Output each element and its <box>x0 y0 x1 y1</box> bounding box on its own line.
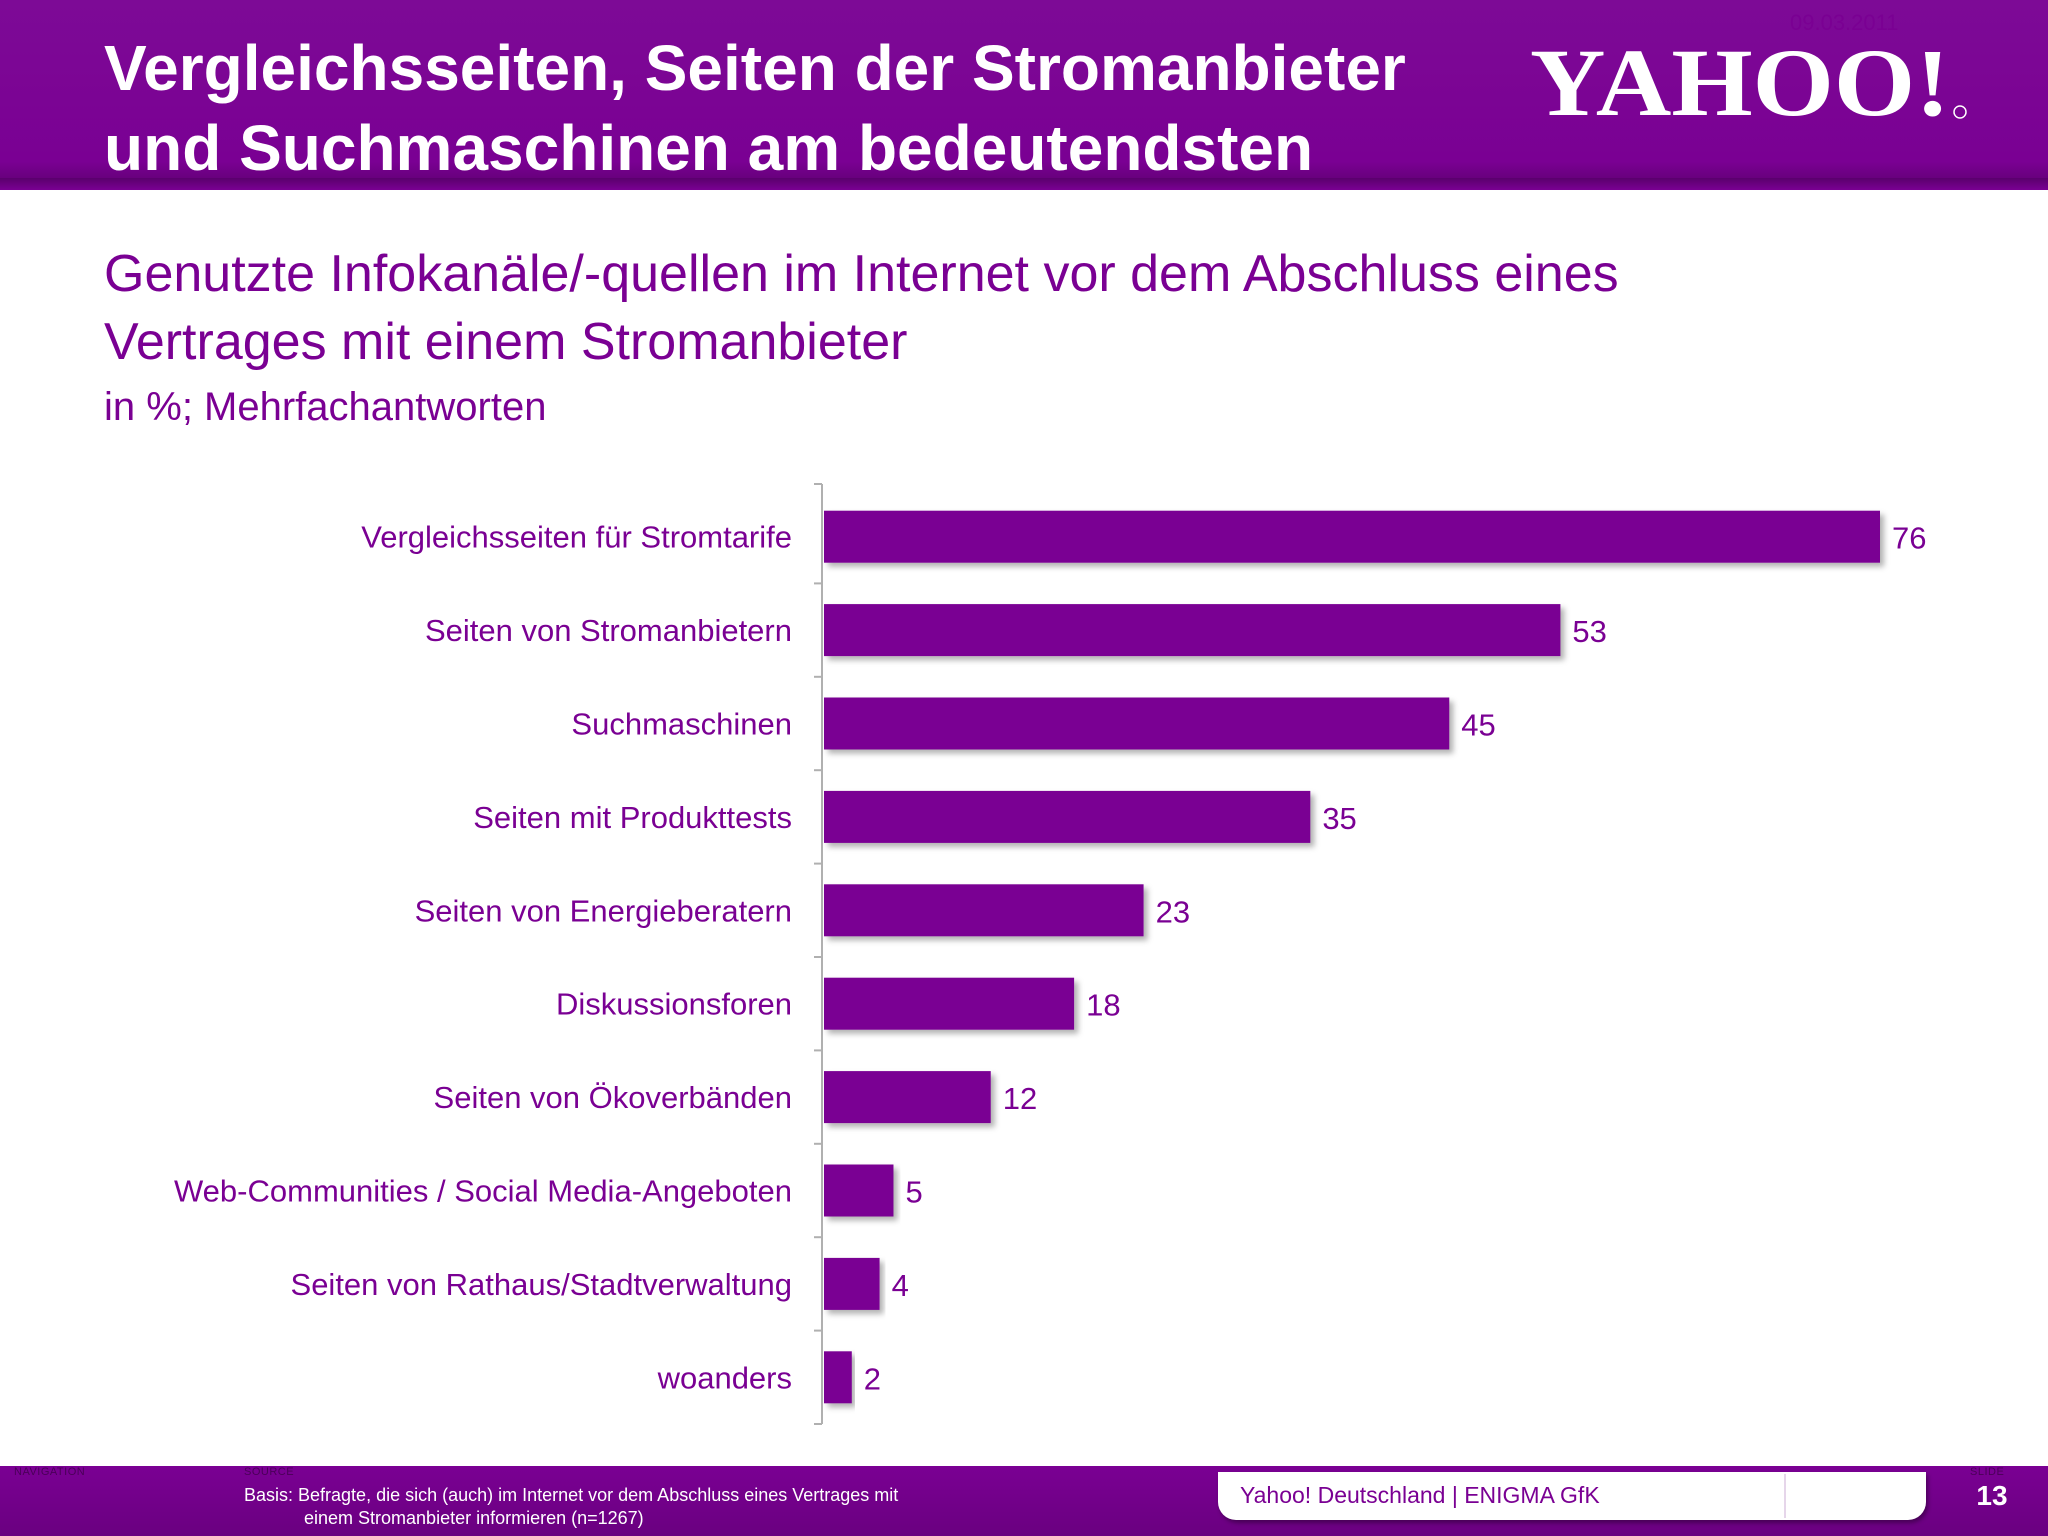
footer-company-box: Yahoo! Deutschland | ENIGMA GfK <box>1218 1472 1926 1520</box>
yahoo-logo: YAHOO! <box>1530 30 1967 136</box>
chart-subtitle: Genutzte Infokanäle/-quellen im Internet… <box>104 240 1954 438</box>
category-label: Suchmaschinen <box>571 707 792 742</box>
bar <box>824 884 1144 937</box>
header-bar <box>0 0 2048 190</box>
data-label: 35 <box>1322 801 1356 836</box>
data-label: 2 <box>864 1361 881 1396</box>
category-label: Seiten von Stromanbietern <box>425 613 792 648</box>
data-label: 45 <box>1461 708 1495 743</box>
category-label: Web-Communities / Social Media-Angeboten <box>174 1174 792 1209</box>
category-label: Seiten mit Produkttests <box>473 800 792 835</box>
bar <box>824 1257 880 1310</box>
page-title-line-2: und Suchmaschinen am bedeutendsten <box>104 112 1314 184</box>
bar <box>824 697 1450 750</box>
bar <box>824 1351 852 1404</box>
footer-divider <box>1784 1474 1786 1518</box>
category-label: Vergleichsseiten für Stromtarife <box>361 520 792 555</box>
bar <box>824 510 1880 563</box>
page-number: 13 <box>1976 1480 2008 1511</box>
data-label: 76 <box>1892 521 1926 556</box>
page-title-line-1: Vergleichsseiten, Seiten der Stromanbiet… <box>104 32 1406 104</box>
header-divider <box>0 178 2048 190</box>
bar <box>824 790 1311 843</box>
data-label: 23 <box>1156 894 1190 929</box>
basis-line-2: einem Stromanbieter informieren (n=1267) <box>304 1508 644 1528</box>
bar <box>824 977 1075 1030</box>
category-label: Seiten von Ökoverbänden <box>434 1080 792 1115</box>
bar <box>824 1071 991 1124</box>
footer-company: Yahoo! Deutschland | ENIGMA GfK <box>1240 1482 1600 1508</box>
chart-unit-note: in %; Mehrfachantworten <box>104 385 547 429</box>
data-label: 18 <box>1086 988 1120 1023</box>
chart-subtitle-line-1: Genutzte Infokanäle/-quellen im Internet… <box>104 245 1619 303</box>
data-label: 53 <box>1572 614 1606 649</box>
yahoo-logo-text: YAHOO! <box>1530 30 1950 136</box>
footer-date: 09.03.2011 <box>1790 10 1899 35</box>
footer-navigation-label: NAVIGATION <box>14 1466 86 1478</box>
data-label: 4 <box>892 1268 909 1303</box>
page-title: Vergleichsseiten, Seiten der Stromanbiet… <box>104 28 1534 188</box>
basis-line-1: Basis: Befragte, die sich (auch) im Inte… <box>244 1485 899 1505</box>
bar-chart: Vergleichsseiten für Stromtarife 76 Seiten… <box>174 483 1926 1425</box>
footer-slide-label: SLIDE <box>1970 1466 2005 1478</box>
footer-source-label: SOURCE <box>244 1466 295 1478</box>
data-label: 5 <box>905 1175 922 1210</box>
category-label: Seiten von Energieberatern <box>415 893 792 928</box>
bar <box>824 604 1561 657</box>
category-label: Diskussionsforen <box>556 987 792 1022</box>
footer-basis-note: Basis: Befragte, die sich (auch) im Inte… <box>244 1484 1004 1530</box>
data-label: 12 <box>1003 1081 1037 1116</box>
bar <box>824 1164 894 1217</box>
category-label: Seiten von Rathaus/Stadtverwaltung <box>291 1267 792 1302</box>
category-label: woanders <box>657 1360 792 1395</box>
registered-mark-icon <box>1953 105 1967 119</box>
chart-subtitle-line-2: Vertrages mit einem Stromanbieter <box>104 313 908 371</box>
